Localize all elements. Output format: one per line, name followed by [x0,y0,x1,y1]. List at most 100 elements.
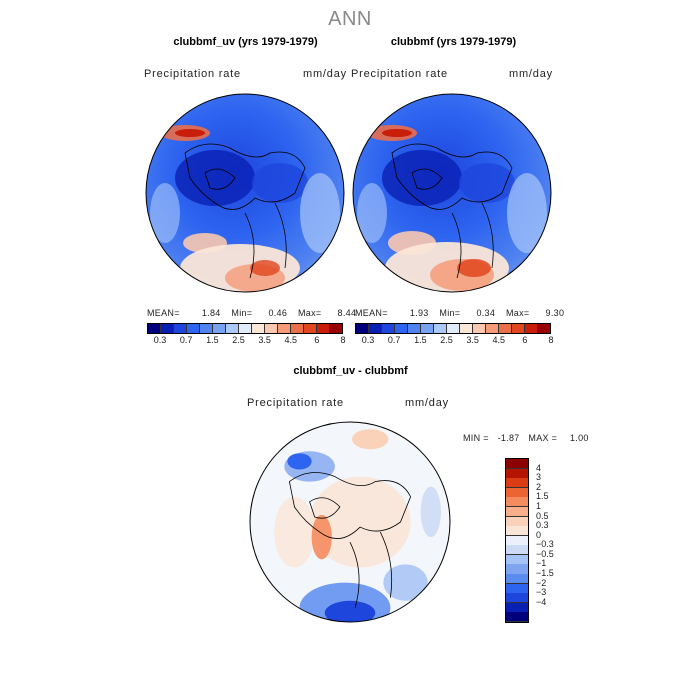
diff-colorbar-swatch [506,612,528,623]
colorbar-tick-label: 1.5 [206,335,219,345]
diff-colorbar-swatch [506,497,528,508]
panel2-mean-label: MEAN= [355,308,388,318]
diff-colorbar-swatch [506,506,528,518]
colorbar-swatch [382,324,395,333]
diff-colorbar-swatch [506,602,528,613]
diff-colorbar-label: −3 [536,587,547,598]
colorbar-swatch [213,324,226,333]
panel2-units: mm/day [509,68,553,80]
colorbar-tick-label: 3.5 [466,335,479,345]
diff-colorbar-swatch [506,545,528,556]
panel2-max-label: Max= [505,308,530,318]
colorbar-swatch [161,324,174,333]
panel3-max: 1.00 [569,433,589,443]
colorbar-swatch [512,324,525,333]
diff-colorbar-label: −0.5 [536,548,554,559]
panel2-mean: 1.93 [409,308,429,318]
panel2-max: 9.30 [545,308,565,318]
colorbar-swatch [525,324,538,333]
panel2-variable: Precipitation rate [351,68,448,80]
panel3-max-label: MAX = [528,433,558,443]
colorbar-swatch [278,324,291,333]
colorbar-swatch [434,324,447,333]
colorbar-tick-label: 4.5 [284,335,297,345]
colorbar-swatch [200,324,213,333]
panel2-colorbar-swatches [355,323,551,334]
panel2-polar-map [352,93,552,293]
colorbar-swatch [460,324,473,333]
colorbar-swatch [304,324,317,333]
colorbar-swatch [226,324,239,333]
colorbar-tick-label: 2.5 [440,335,453,345]
panel2-min: 0.34 [476,308,496,318]
colorbar-swatch [148,324,161,333]
colorbar-swatch [291,324,304,333]
diff-colorbar-swatch [506,583,528,594]
colorbar-swatch [499,324,512,333]
colorbar-tick-label: 4.5 [492,335,505,345]
diff-colorbar-swatch [506,593,528,604]
colorbar-swatch [187,324,200,333]
colorbar-tick-label: 0.7 [179,335,193,345]
colorbar-tick-label: 8 [340,335,346,345]
diff-colorbar-label: 0 [536,529,542,540]
panel1-colorbar: 0.3 0.7 1.5 2.5 3.5 4.5 6 8 [147,323,346,346]
diff-colorbar-swatch [506,526,528,537]
diff-colorbar-label: −1 [536,558,547,569]
colorbar-swatch [317,324,330,333]
panel3-min: -1.87 [497,433,520,443]
diff-colorbar-label: 4 [536,462,542,473]
colorbar-swatch [538,324,550,333]
panel1-colorbar-ticks: 0.3 0.7 1.5 2.5 3.5 4.5 6 8 [147,334,346,346]
colorbar-swatch [473,324,486,333]
diff-colorbar-swatch [506,535,528,546]
diff-colorbar-swatch [506,574,528,585]
panel1-colorbar-swatches [147,323,343,334]
panel1-title: clubbmf_uv (yrs 1979-1979) [173,36,318,48]
diff-colorbar [505,458,529,623]
colorbar-swatch [408,324,421,333]
colorbar-tick-label: 8 [548,335,554,345]
panel1-max: 8.44 [337,308,357,318]
colorbar-swatch [395,324,408,333]
colorbar-tick-label: 0.3 [153,335,167,345]
colorbar-swatch [356,324,369,333]
colorbar-swatch [369,324,382,333]
colorbar-swatch [330,324,342,333]
diff-colorbar-label: −1.5 [536,568,554,579]
colorbar-tick-label: 0.3 [361,335,375,345]
diff-colorbar-label: −2 [536,577,547,588]
colorbar-tick-label: 0.7 [387,335,401,345]
diff-colorbar-swatch [506,564,528,575]
panel3-stats: MIN = -1.87 MAX = 1.00 [463,433,589,443]
colorbar-swatch [252,324,265,333]
panel1-polar-map [145,93,345,293]
panel3-title: clubbmf_uv - clubbmf [293,365,408,377]
panel1-mean: 1.84 [201,308,221,318]
panel2-title: clubbmf (yrs 1979-1979) [390,36,517,48]
diff-colorbar-label: 3 [536,472,542,483]
diff-colorbar-label: 1.5 [536,491,549,502]
panel2-stats: MEAN= 1.93 Min= 0.34 Max= 9.30 [355,308,564,318]
panel1-min: 0.46 [268,308,288,318]
diff-colorbar-label: 0.5 [536,510,549,521]
colorbar-swatch [174,324,187,333]
diff-colorbar-swatch [506,487,528,498]
colorbar-tick-label: 6 [522,335,528,345]
colorbar-swatch [486,324,499,333]
diff-colorbar-label: 0.3 [536,520,549,531]
diff-colorbar-label: −0.3 [536,539,554,550]
diff-colorbar-swatch [506,516,528,527]
panel3-units: mm/day [405,397,449,409]
colorbar-tick-label: 2.5 [232,335,245,345]
panel1-min-label: Min= [231,308,253,318]
panel1-stats: MEAN= 1.84 Min= 0.46 Max= 8.44 [147,308,356,318]
colorbar-swatch [265,324,278,333]
diff-colorbar-label: 1 [536,500,542,511]
colorbar-swatch [421,324,434,333]
diff-colorbar-swatch [506,468,528,479]
colorbar-tick-label: 1.5 [414,335,427,345]
panel2-colorbar-ticks: 0.3 0.7 1.5 2.5 3.5 4.5 6 8 [355,334,554,346]
panel3-min-label: MIN = [463,433,489,443]
diff-colorbar-swatch [506,459,528,470]
